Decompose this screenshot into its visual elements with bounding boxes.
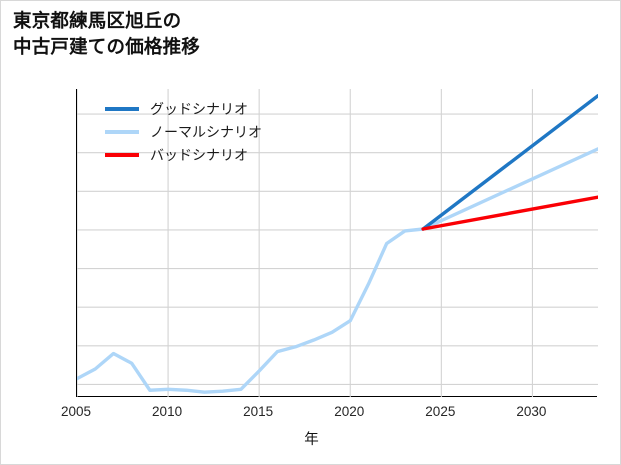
data-series xyxy=(77,94,598,394)
plot-area xyxy=(76,89,598,397)
x-axis-tick: 2020 xyxy=(334,404,365,419)
legend-color-swatch xyxy=(105,152,139,157)
legend-label: ノーマルシナリオ xyxy=(150,123,262,140)
legend-label: グッドシナリオ xyxy=(150,100,248,117)
legend-item[interactable]: バッドシナリオ xyxy=(105,143,335,166)
x-axis-tick: 2005 xyxy=(60,404,92,419)
legend-item[interactable]: ノーマルシナリオ xyxy=(105,120,335,143)
legend-item[interactable]: グッドシナリオ xyxy=(105,97,335,120)
x-axis-label: 年 xyxy=(304,432,319,448)
gridlines xyxy=(77,89,598,397)
chart-canvas xyxy=(77,89,598,397)
x-axis-tick: 2030 xyxy=(516,404,547,419)
x-axis-tick: 2015 xyxy=(243,404,274,419)
legend: グッドシナリオ ノーマルシナリオ バッドシナリオ xyxy=(105,97,335,166)
series-line-バッドシナリオ xyxy=(421,195,598,231)
series-line-グッドシナリオ xyxy=(421,94,598,231)
page-title: 東京都練馬区旭丘の 中古戸建ての価格推移 xyxy=(13,10,201,57)
x-axis-tick: 2010 xyxy=(152,404,183,419)
series-line-ノーマルシナリオ xyxy=(77,147,598,394)
x-axis-tick: 2025 xyxy=(425,404,456,419)
legend-label: バッドシナリオ xyxy=(150,146,248,163)
legend-color-swatch xyxy=(105,129,139,134)
legend-color-swatch xyxy=(105,106,139,111)
y-axis-label-container: 坪（3.3㎡）単価（万円） xyxy=(9,89,93,397)
